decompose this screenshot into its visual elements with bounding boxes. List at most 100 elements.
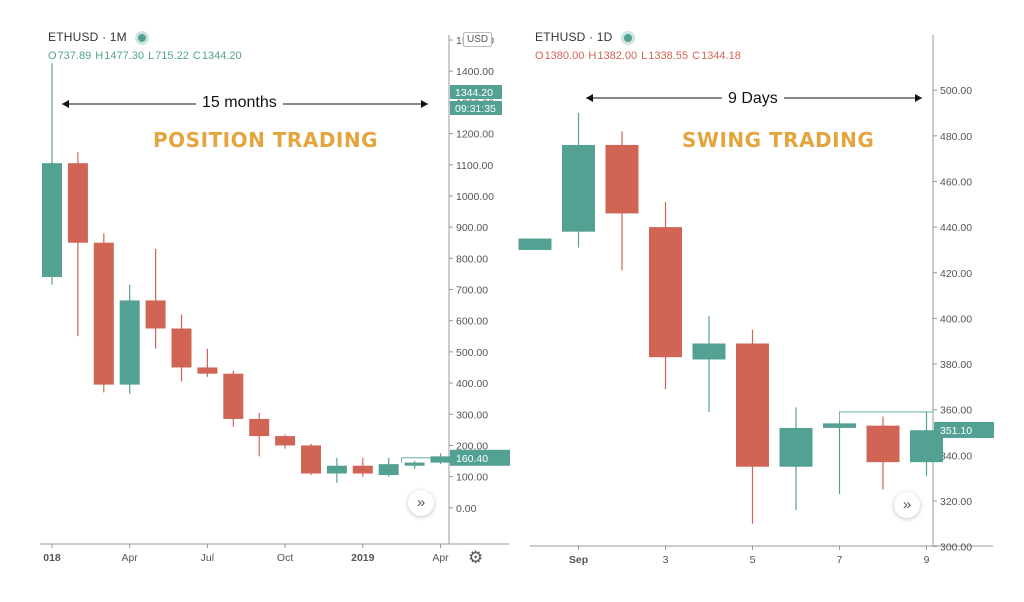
- time-axis-label: Sep: [569, 554, 588, 566]
- candle-body: [93, 242, 114, 385]
- span-arrow-head-left: [62, 100, 69, 108]
- chart-panel-position-trading: 1500.001400.001300.001200.001100.001000.…: [0, 0, 510, 602]
- candle-body: [67, 163, 88, 243]
- gear-icon[interactable]: ⚙: [468, 548, 484, 567]
- candle-body: [736, 343, 769, 467]
- span-arrow-head-right: [421, 100, 428, 108]
- candle-body: [823, 423, 856, 428]
- close-value: 1344.18: [701, 50, 741, 62]
- symbol-header[interactable]: ETHUSD · 1M: [48, 30, 147, 44]
- price-axis-label: 480.00: [940, 131, 972, 143]
- live-status-icon: [624, 33, 633, 42]
- last-price-tag: [934, 421, 994, 438]
- candle-body: [145, 300, 166, 329]
- price-axis-label: 500.00: [456, 347, 488, 359]
- candle-body: [197, 367, 218, 374]
- symbol-header[interactable]: ETHUSD · 1D: [535, 30, 633, 44]
- time-axis-label: 7: [837, 554, 843, 566]
- open-value: 737.89: [57, 50, 92, 62]
- double-chevron-right-icon: »: [416, 494, 426, 511]
- candle-body: [275, 436, 296, 446]
- current-price-tag-label: 1344.20: [455, 87, 493, 99]
- close-label: C: [692, 50, 701, 62]
- open-value: 1380.00: [544, 50, 585, 62]
- currency-button[interactable]: USD: [463, 32, 493, 47]
- candle-body: [779, 427, 813, 467]
- low-value: 715.22: [155, 50, 189, 62]
- price-axis-label: 400.00: [940, 313, 972, 325]
- open-label: O: [48, 50, 57, 62]
- price-axis-label: 500.00: [940, 85, 972, 97]
- price-axis-label: 420.00: [940, 268, 972, 280]
- time-axis-label: Apr: [432, 552, 449, 564]
- price-axis-label: 600.00: [456, 316, 488, 328]
- swing-trading-title: SWING TRADING: [682, 128, 875, 152]
- candle-body: [518, 238, 552, 250]
- time-span-label: 15 months: [196, 94, 283, 112]
- price-axis-label: 1400.00: [456, 66, 494, 78]
- time-axis-label: Oct: [277, 552, 293, 564]
- price-axis-label: 460.00: [940, 176, 972, 188]
- last-price-tag-label: 351.10: [940, 425, 972, 437]
- price-axis-label: 0.00: [456, 503, 477, 515]
- candle-body: [378, 464, 399, 476]
- high-value: 1382.00: [597, 50, 638, 62]
- time-axis-label: 5: [750, 554, 756, 566]
- price-axis-label: 400.00: [456, 378, 488, 390]
- time-axis-label: 2019: [351, 552, 375, 564]
- chart-canvas-monthly[interactable]: 1500.001400.001300.001200.001100.001000.…: [0, 0, 510, 602]
- time-axis-label: 018: [43, 552, 61, 564]
- candle-body: [866, 425, 900, 463]
- time-axis-label: Apr: [122, 552, 139, 564]
- price-axis-label: 900.00: [456, 222, 488, 234]
- time-axis-label: Jul: [201, 552, 214, 564]
- candle-body: [171, 328, 192, 368]
- low-label: L: [148, 50, 155, 62]
- candle-body: [605, 144, 639, 214]
- countdown-tag-label: 09:31:35: [455, 103, 496, 115]
- price-axis-label: 1000.00: [456, 191, 494, 203]
- price-axis-label: 440.00: [940, 222, 972, 234]
- candle-body: [649, 227, 682, 358]
- candle-body: [430, 456, 451, 463]
- last-price-line: [839, 411, 933, 424]
- candle-body: [562, 144, 595, 232]
- price-axis-label: 300.00: [456, 409, 488, 421]
- ohlc-readout: O1380.00 H1382.00 L1338.55 C1344.18: [535, 50, 742, 62]
- time-axis-label: 9: [924, 554, 930, 566]
- time-span-label: 9 Days: [722, 90, 784, 108]
- price-axis-label: 340.00: [940, 450, 972, 462]
- candle-body: [301, 445, 321, 474]
- low-label: L: [641, 50, 648, 62]
- span-arrow-head-right: [915, 94, 922, 102]
- live-status-icon: [138, 33, 147, 42]
- close-value: 1344.20: [201, 50, 242, 62]
- span-arrow-head-left: [586, 94, 593, 102]
- price-axis-label: 200.00: [456, 440, 488, 452]
- last-price-line: [401, 457, 449, 463]
- candle-body: [223, 373, 244, 419]
- high-label: H: [95, 50, 104, 62]
- price-axis-label: 320.00: [940, 496, 972, 508]
- candle-body: [352, 465, 373, 474]
- open-label: O: [535, 50, 544, 62]
- scroll-to-realtime-button[interactable]: »: [894, 492, 920, 518]
- candle-body: [692, 343, 726, 360]
- position-trading-title: POSITION TRADING: [153, 128, 379, 152]
- chart-canvas-daily[interactable]: 500.00 480.00 460.00 440.00 420.00 400.00 380.…: [518, 0, 1000, 602]
- current-price-tag: [450, 85, 502, 99]
- countdown-tag: [450, 101, 502, 115]
- price-axis-label: 100.00: [456, 472, 488, 484]
- price-axis-label: 360.00: [940, 405, 972, 417]
- scroll-to-realtime-button[interactable]: »: [408, 490, 434, 516]
- last-price-tag: [450, 449, 510, 466]
- candle-body: [42, 163, 62, 278]
- symbol-label: ETHUSD · 1D: [535, 30, 613, 44]
- price-axis-label: 1200.00: [456, 129, 494, 141]
- low-value: 1338.55: [648, 50, 689, 62]
- candle-body: [119, 300, 140, 385]
- candle-body: [404, 462, 425, 466]
- ohlc-readout: O737.89 H1477.30 L715.22 C1344.20: [48, 50, 243, 62]
- symbol-label: ETHUSD · 1M: [48, 30, 127, 44]
- high-value: 1477.30: [104, 50, 144, 62]
